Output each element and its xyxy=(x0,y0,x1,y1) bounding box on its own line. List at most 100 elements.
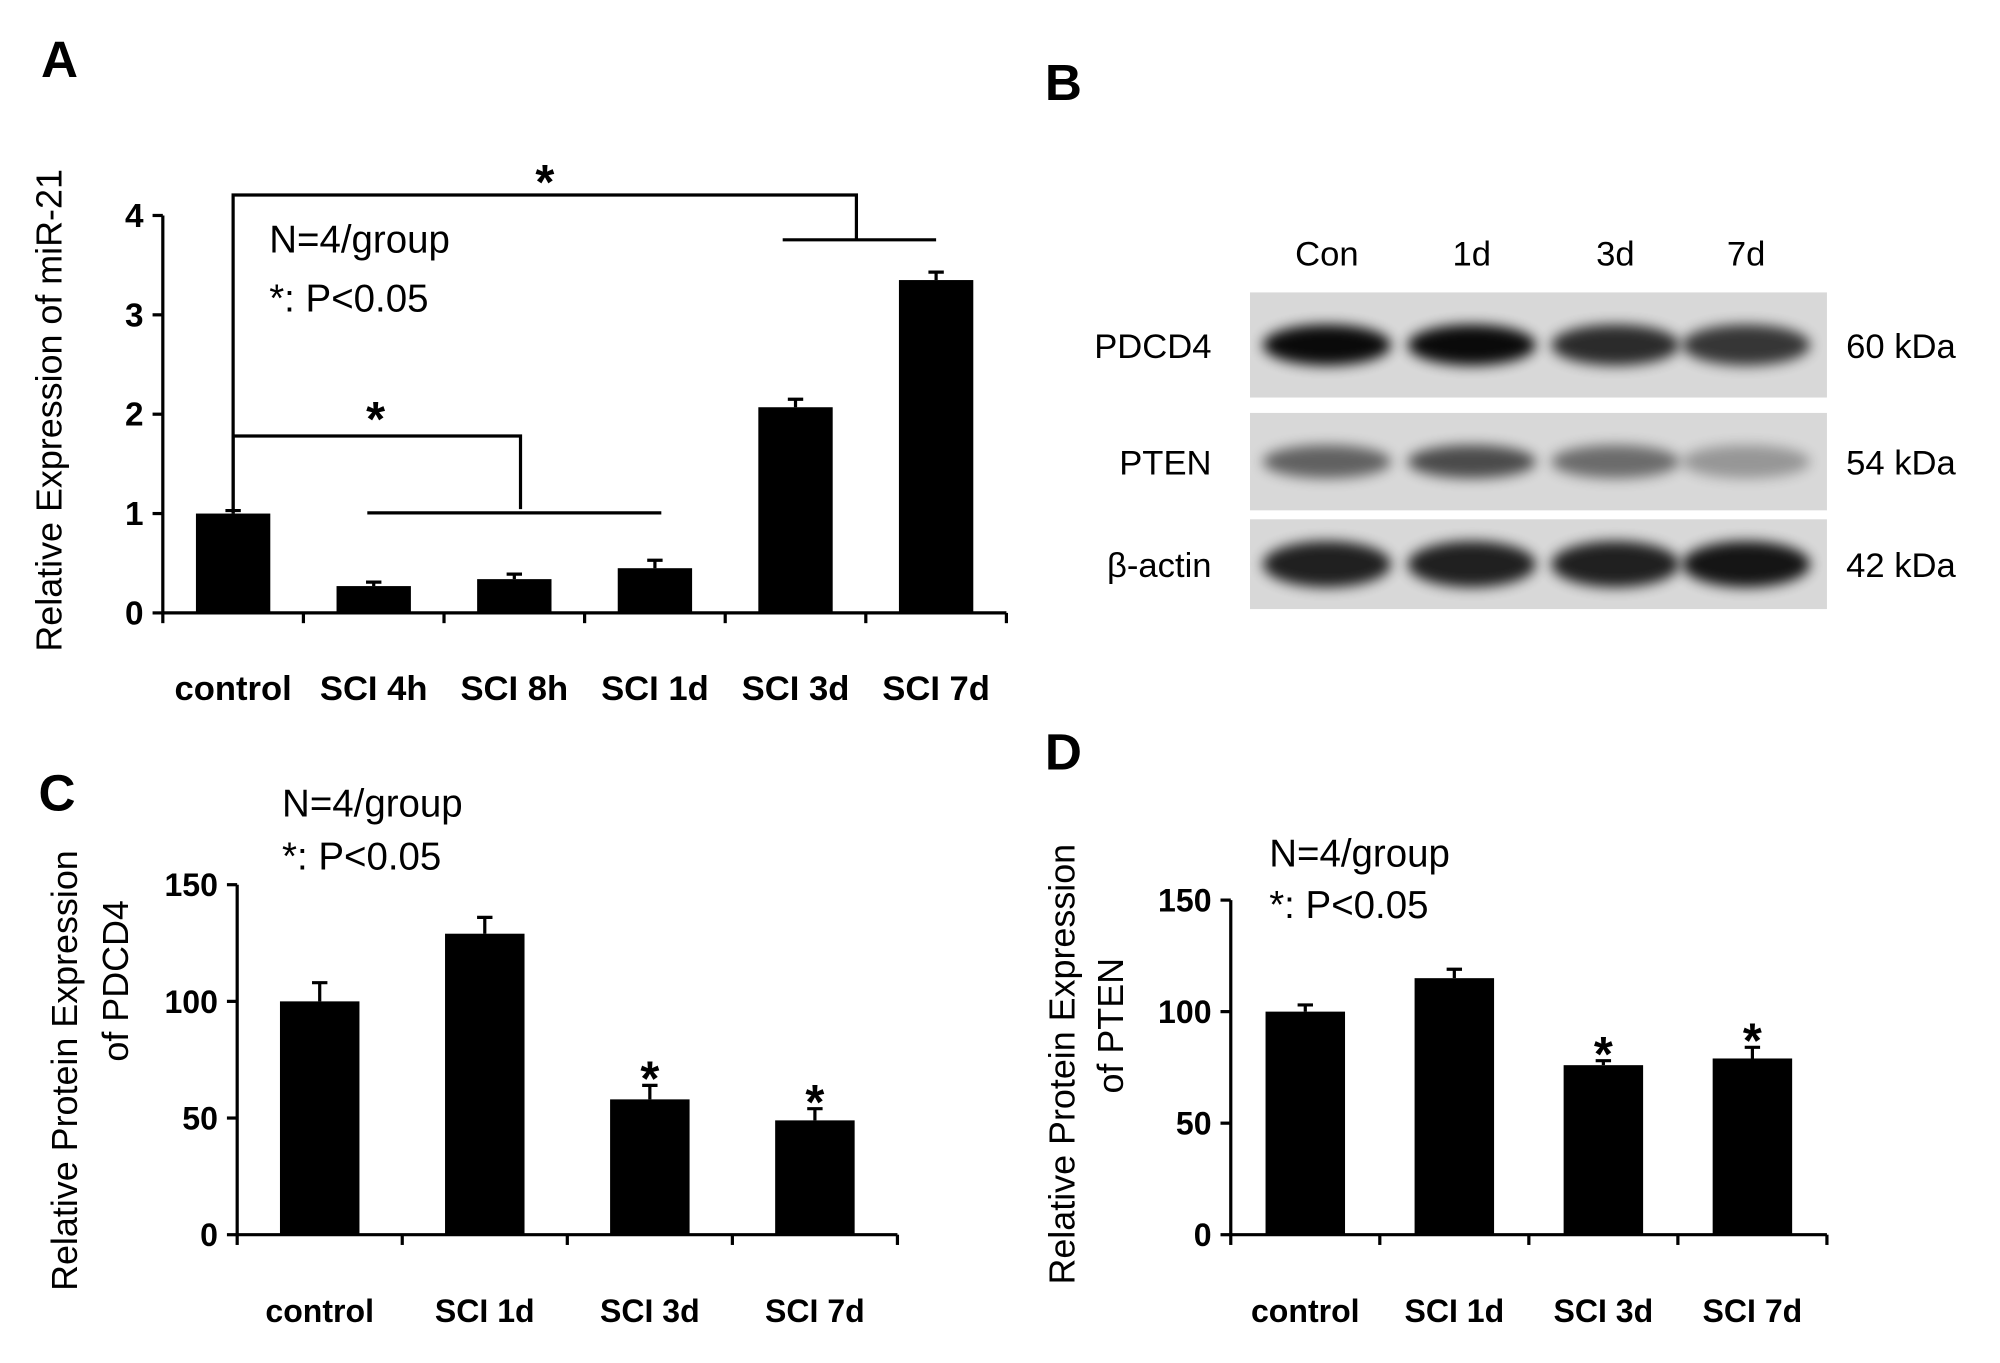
y-tick-label: 150 xyxy=(1158,883,1211,919)
row-label: PTEN xyxy=(1119,444,1211,482)
y-tick-label: 3 xyxy=(125,297,144,334)
lane-label: Con xyxy=(1295,235,1359,273)
bar xyxy=(1414,978,1495,1235)
error-bar xyxy=(807,1107,823,1121)
x-tick-label: SCI 7d xyxy=(765,1293,865,1329)
error-bar xyxy=(787,397,804,408)
y-axis-label: Relative Protein Expression xyxy=(1042,844,1082,1285)
y-tick-label: 4 xyxy=(125,198,144,235)
blot-band xyxy=(1551,324,1680,366)
error-bar xyxy=(1297,1003,1313,1012)
y-tick-label: 2 xyxy=(125,397,144,434)
y-tick-label: 0 xyxy=(200,1217,218,1253)
y-tick-label: 100 xyxy=(164,984,217,1020)
annotation: N=4/group xyxy=(269,219,450,262)
y-tick-label: 0 xyxy=(1194,1217,1212,1253)
error-bar xyxy=(366,580,382,587)
blot-band xyxy=(1407,541,1536,588)
x-tick-label: SCI 1d xyxy=(1404,1293,1504,1329)
x-tick-label: control xyxy=(1251,1293,1360,1329)
blot-band xyxy=(1407,324,1536,366)
x-tick-label: SCI 3d xyxy=(742,670,850,708)
bar xyxy=(1712,1058,1793,1235)
x-tick-label: SCI 4h xyxy=(320,670,428,708)
y-axis-label: Relative Protein Expression xyxy=(45,850,85,1291)
bar xyxy=(1265,1011,1346,1235)
bar xyxy=(445,933,525,1235)
y-tick-label: 0 xyxy=(125,595,144,632)
annotation: *: P<0.05 xyxy=(1269,884,1428,927)
row-label: PDCD4 xyxy=(1094,328,1211,366)
significance-star: * xyxy=(1743,1015,1762,1069)
panel-label: C xyxy=(38,764,75,821)
size-label: 42 kDa xyxy=(1846,547,1956,585)
x-tick-label: SCI 7d xyxy=(882,670,990,708)
x-tick-label: SCI 3d xyxy=(1553,1293,1653,1329)
bar xyxy=(279,1001,360,1235)
blot-band xyxy=(1262,541,1392,588)
x-tick-label: SCI 1d xyxy=(601,670,709,708)
panel-label: A xyxy=(41,31,78,88)
blot-band xyxy=(1682,324,1811,366)
significance-star: * xyxy=(535,156,554,210)
x-tick-label: SCI 3d xyxy=(600,1293,700,1329)
lane-label: 1d xyxy=(1453,235,1492,273)
blot-band xyxy=(1407,444,1536,479)
y-tick-label: 150 xyxy=(164,867,217,903)
significance-star: * xyxy=(640,1053,659,1107)
error-bar xyxy=(506,572,523,580)
y-tick-label: 1 xyxy=(125,496,144,533)
error-bar xyxy=(477,915,493,934)
bar xyxy=(336,586,411,613)
error-bar xyxy=(312,981,328,1002)
error-bar xyxy=(642,1083,658,1100)
significance-star: * xyxy=(805,1076,824,1130)
error-bar xyxy=(1595,1059,1612,1066)
annotation: N=4/group xyxy=(282,783,463,826)
significance-star: * xyxy=(366,393,385,447)
bar xyxy=(1563,1065,1644,1235)
annotation: N=4/group xyxy=(1269,833,1450,876)
blot-band xyxy=(1262,324,1392,366)
x-tick-label: control xyxy=(174,670,291,708)
lane-label: 3d xyxy=(1596,235,1635,273)
annotation: *: P<0.05 xyxy=(269,278,428,321)
y-tick-label: 50 xyxy=(182,1101,218,1137)
panel-label: D xyxy=(1045,723,1082,780)
blot-band xyxy=(1682,444,1811,479)
blot-band xyxy=(1551,444,1680,479)
significance-star: * xyxy=(1594,1028,1613,1082)
bar xyxy=(195,513,271,613)
blot-band xyxy=(1682,541,1811,588)
significance-bracket xyxy=(231,193,937,514)
bar xyxy=(775,1120,855,1235)
size-label: 54 kDa xyxy=(1846,444,1956,482)
blot-band xyxy=(1551,541,1680,588)
significance-bracket xyxy=(231,434,662,515)
error-bar xyxy=(928,270,944,281)
error-bar xyxy=(1744,1045,1761,1059)
lane-label: 7d xyxy=(1727,235,1766,273)
bar xyxy=(477,579,552,613)
bar xyxy=(898,280,974,613)
error-bar xyxy=(647,558,663,569)
annotation: *: P<0.05 xyxy=(282,835,441,878)
y-tick-label: 50 xyxy=(1176,1106,1212,1142)
x-tick-label: SCI 7d xyxy=(1703,1293,1803,1329)
y-axis-label: of PTEN xyxy=(1091,958,1131,1094)
x-tick-label: SCI 1d xyxy=(435,1293,535,1329)
y-axis-label: Relative Expression of miR-21 xyxy=(30,169,70,652)
y-tick-label: 100 xyxy=(1158,994,1211,1030)
y-axis-label: of PDCD4 xyxy=(96,900,136,1062)
bar xyxy=(617,568,693,613)
blot-band xyxy=(1262,444,1392,479)
x-tick-label: SCI 8h xyxy=(460,670,568,708)
panel-label: B xyxy=(1045,54,1082,111)
error-bar xyxy=(1446,967,1463,979)
x-tick-label: control xyxy=(265,1293,374,1329)
bar xyxy=(758,407,833,613)
row-label: β-actin xyxy=(1107,547,1212,585)
size-label: 60 kDa xyxy=(1846,328,1956,366)
bar xyxy=(610,1099,690,1235)
